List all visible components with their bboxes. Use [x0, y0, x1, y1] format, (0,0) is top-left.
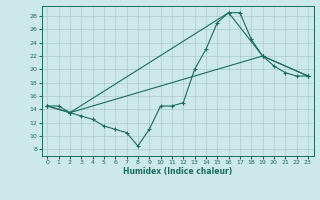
X-axis label: Humidex (Indice chaleur): Humidex (Indice chaleur): [123, 167, 232, 176]
